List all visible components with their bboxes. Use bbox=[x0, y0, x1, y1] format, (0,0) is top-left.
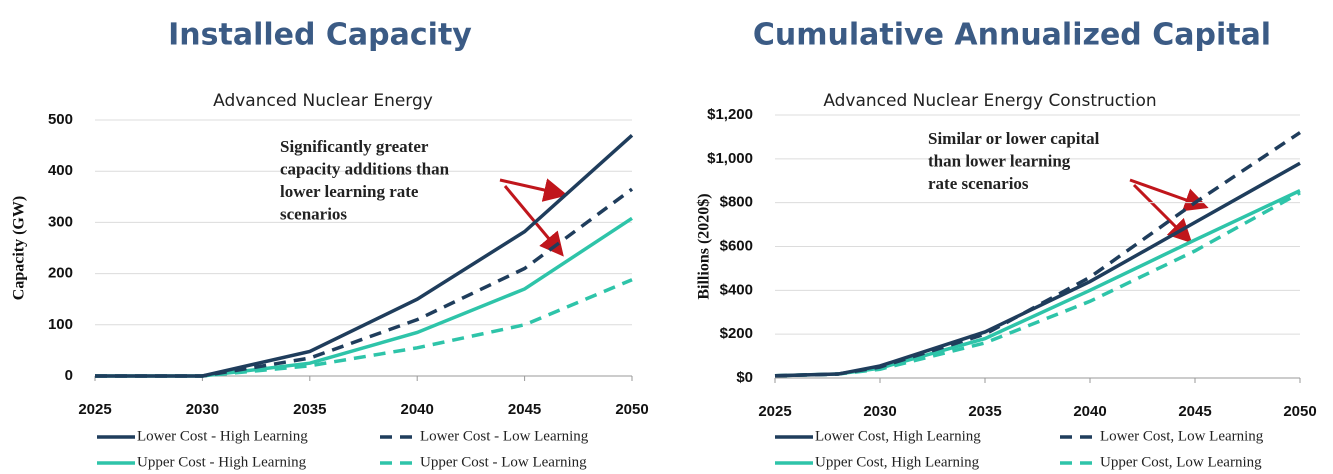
arrows bbox=[499, 178, 1209, 257]
annotation: capacity additions than bbox=[280, 159, 450, 178]
x-tick-label: 2035 bbox=[968, 403, 1001, 420]
legend-label: Upper Cost, Low Learning bbox=[1100, 454, 1262, 470]
x-tick-label: 2050 bbox=[615, 401, 648, 418]
y-tick-label: 0 bbox=[65, 367, 73, 384]
annotation: Significantly greater bbox=[280, 137, 429, 156]
y-tick-label: $1,200 bbox=[707, 106, 753, 123]
line bbox=[95, 134, 634, 378]
x-tick-label: 2045 bbox=[508, 401, 541, 418]
x-tick-label: 2035 bbox=[293, 401, 326, 418]
line bbox=[774, 189, 1301, 378]
annotation: lower learning rate bbox=[280, 182, 419, 201]
heading: Cumulative Annualized Capital bbox=[753, 18, 1271, 53]
legend-label: Lower Cost, High Learning bbox=[815, 428, 981, 444]
x-tick-label: 2030 bbox=[186, 401, 219, 418]
line bbox=[95, 278, 633, 378]
annotation: rate scenarios bbox=[928, 174, 1029, 193]
legend-label: Lower Cost - Low Learning bbox=[420, 428, 589, 444]
line bbox=[774, 191, 1301, 378]
y-tick-label: $200 bbox=[720, 325, 753, 342]
arrow bbox=[499, 178, 568, 202]
y-axis-label: Billions (2020$) bbox=[696, 193, 713, 299]
legend-label: Upper Cost - High Learning bbox=[137, 454, 307, 470]
y-tick-label: 500 bbox=[48, 111, 73, 128]
x-tick-label: 2025 bbox=[78, 401, 111, 418]
y-tick-label: $1,000 bbox=[707, 150, 753, 167]
x-tick-label: 2040 bbox=[401, 401, 434, 418]
y-tick-label: $400 bbox=[720, 281, 753, 298]
arrow bbox=[1129, 178, 1209, 212]
x-tick-label: 2030 bbox=[863, 403, 896, 420]
legend-label: Upper Cost - Low Learning bbox=[420, 454, 587, 470]
annotation: scenarios bbox=[280, 204, 347, 223]
annotation: Similar or lower capital bbox=[928, 129, 1100, 148]
legend-label: Upper Cost, High Learning bbox=[815, 454, 980, 470]
x-tick-label: 2045 bbox=[1178, 403, 1211, 420]
x-tick-label: 2050 bbox=[1283, 403, 1316, 420]
x-tick-label: 2025 bbox=[758, 403, 791, 420]
arrow bbox=[503, 185, 564, 257]
legend-label: Lower Cost, Low Learning bbox=[1100, 428, 1264, 444]
y-tick-label: $800 bbox=[720, 194, 753, 211]
chart-title: Advanced Nuclear Energy Construction bbox=[823, 91, 1156, 111]
y-tick-label: $600 bbox=[720, 237, 753, 254]
legend-label: Lower Cost - High Learning bbox=[137, 428, 308, 444]
y-axis-label: Capacity (GW) bbox=[11, 196, 28, 300]
chart-title: Advanced Nuclear Energy bbox=[213, 91, 433, 111]
y-tick-label: 300 bbox=[48, 213, 73, 230]
x-tick-label: 2040 bbox=[1073, 403, 1106, 420]
y-tick-label: 100 bbox=[48, 316, 73, 333]
annotation: than lower learning bbox=[928, 151, 1071, 170]
line bbox=[774, 161, 1301, 378]
y-tick-label: 200 bbox=[48, 265, 73, 282]
y-tick-label: 400 bbox=[48, 162, 73, 179]
heading: Installed Capacity bbox=[168, 18, 472, 53]
y-tick-label: $0 bbox=[736, 369, 753, 386]
